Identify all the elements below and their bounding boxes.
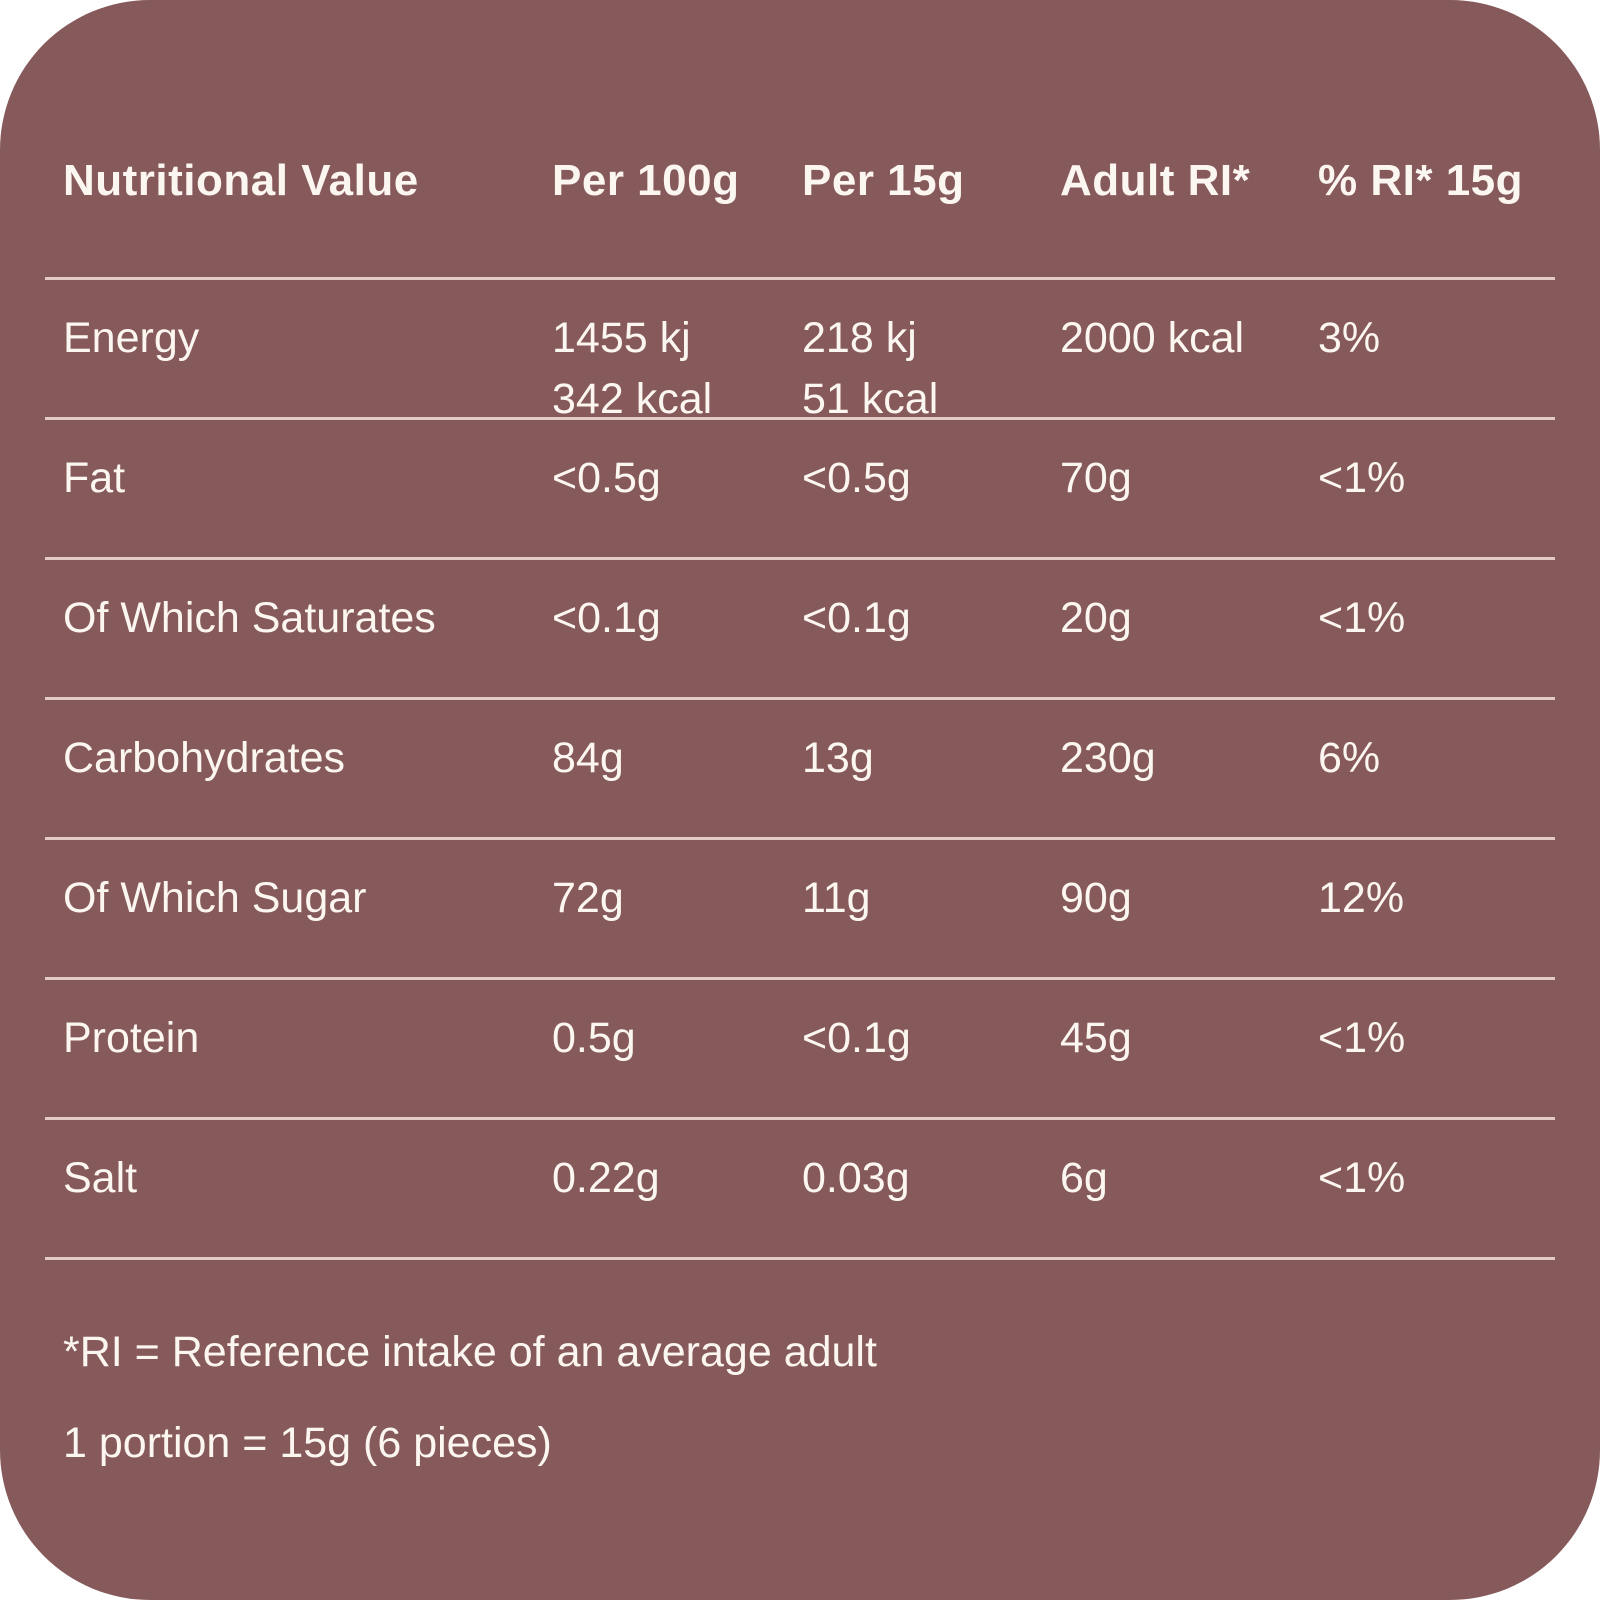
value-per-15g: 13g [802, 734, 874, 782]
value-per-100g: <0.1g [552, 594, 661, 642]
value-per-15g: 0.03g [802, 1154, 910, 1202]
header-per-100g: Per 100g [552, 156, 740, 205]
value-adult-ri: 45g [1060, 1014, 1132, 1062]
value-adult-ri: 20g [1060, 594, 1132, 642]
table-row-fat: Fat <0.5g <0.5g 70g <1% [45, 417, 1555, 557]
value-adult-ri: 2000 kcal [1060, 314, 1245, 362]
header-adult-ri: Adult RI* [1060, 156, 1251, 205]
footnote-reference-intake: *RI = Reference intake of an average adu… [63, 1328, 877, 1376]
value-pct-ri-15g: 3% [1318, 314, 1381, 362]
table-row-protein: Protein 0.5g <0.1g 45g <1% [45, 977, 1555, 1117]
value-per-100g: 72g [552, 874, 624, 922]
value-per-100g: 0.22g [552, 1154, 660, 1202]
table-row-salt: Salt 0.22g 0.03g 6g <1% [45, 1117, 1555, 1257]
value-adult-ri: 90g [1060, 874, 1132, 922]
value-pct-ri-15g: <1% [1318, 1014, 1406, 1062]
header-per-15g: Per 15g [802, 156, 965, 205]
value-pct-ri-15g: <1% [1318, 454, 1406, 502]
table-row-energy: Energy 1455 kj 342 kcal 218 kj 51 kcal 2… [45, 277, 1555, 423]
header-pct-ri-15g: % RI* 15g [1318, 156, 1524, 205]
nutrient-label: Protein [63, 1014, 200, 1062]
nutrient-label: Fat [63, 454, 126, 502]
nutrient-label: Salt [63, 1154, 138, 1202]
table-header-row: Nutritional Value Per 100g Per 15g Adult… [45, 150, 1555, 277]
nutrient-label: Carbohydrates [63, 734, 346, 782]
table-row-sugar: Of Which Sugar 72g 11g 90g 12% [45, 837, 1555, 977]
value-per-15g: 218 kj 51 kcal [802, 314, 939, 424]
footnote-portion-size: 1 portion = 15g (6 pieces) [63, 1419, 552, 1468]
value-per-100g: 84g [552, 734, 624, 782]
value-per-15g: <0.1g [802, 594, 911, 642]
value-per-15g: 11g [802, 874, 871, 922]
footnotes: *RI = Reference intake of an average adu… [45, 1257, 1555, 1474]
value-per-100g: 0.5g [552, 1014, 636, 1062]
value-adult-ri: 6g [1060, 1154, 1108, 1202]
table-row-saturates: Of Which Saturates <0.1g <0.1g 20g <1% [45, 557, 1555, 697]
value-per-100g: 1455 kj 342 kcal [552, 314, 713, 424]
value-per-15g: <0.5g [802, 454, 911, 502]
nutrient-label: Of Which Sugar [63, 874, 367, 922]
value-pct-ri-15g: <1% [1318, 594, 1406, 642]
value-per-15g: <0.1g [802, 1014, 911, 1062]
value-adult-ri: 230g [1060, 734, 1156, 782]
nutrient-label: Of Which Saturates [63, 594, 436, 642]
table-row-carbohydrates: Carbohydrates 84g 13g 230g 6% [45, 697, 1555, 837]
nutrient-label: Energy [63, 314, 200, 362]
value-pct-ri-15g: 12% [1318, 874, 1405, 922]
header-nutritional-value: Nutritional Value [63, 156, 419, 205]
value-per-100g: <0.5g [552, 454, 661, 502]
value-pct-ri-15g: <1% [1318, 1154, 1406, 1202]
value-pct-ri-15g: 6% [1318, 734, 1381, 782]
value-adult-ri: 70g [1060, 454, 1132, 502]
